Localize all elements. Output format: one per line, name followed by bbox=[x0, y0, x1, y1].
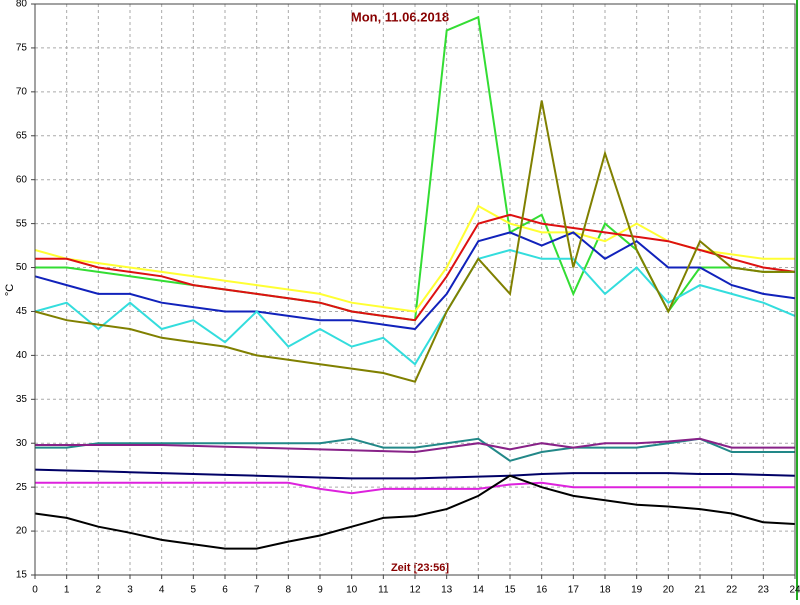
data-line bbox=[34, 468, 796, 480]
data-line bbox=[34, 231, 796, 331]
chart-title: Mon, 11.06.2018 bbox=[351, 9, 449, 24]
data-line bbox=[35, 481, 795, 495]
y-axis-label: °C bbox=[4, 284, 16, 296]
y-tick-label: 75 bbox=[16, 43, 28, 54]
data-line bbox=[34, 100, 795, 383]
y-tick-label: 25 bbox=[16, 482, 28, 493]
y-tick-label: 30 bbox=[16, 438, 28, 449]
x-tick-label: 20 bbox=[663, 585, 675, 596]
y-tick-label: 65 bbox=[16, 130, 28, 141]
y-tick-label: 20 bbox=[16, 526, 28, 537]
x-tick-label: 8 bbox=[286, 585, 292, 596]
y-tick-label: 35 bbox=[16, 394, 28, 405]
x-tick-label: 22 bbox=[726, 585, 738, 596]
x-tick-label: 1 bbox=[64, 585, 70, 596]
y-tick-label: 50 bbox=[16, 262, 28, 273]
y-tick-label: 45 bbox=[16, 306, 28, 317]
x-tick-label: 0 bbox=[32, 585, 38, 596]
y-tick-label: 55 bbox=[16, 218, 28, 229]
x-tick-label: 21 bbox=[694, 585, 706, 596]
data-line bbox=[35, 437, 795, 454]
data-line bbox=[34, 474, 796, 550]
data-line bbox=[35, 213, 796, 322]
x-axis-label: Zeit [23:56] bbox=[391, 562, 449, 574]
x-tick-label: 12 bbox=[409, 585, 421, 596]
x-tick-label: 4 bbox=[159, 585, 165, 596]
plot-frame bbox=[34, 3, 796, 576]
y-tick-label: 15 bbox=[16, 570, 28, 581]
x-tick-label: 15 bbox=[504, 585, 516, 596]
y-tick-label: 60 bbox=[16, 174, 28, 185]
x-tick-label: 10 bbox=[346, 585, 358, 596]
x-tick-label: 19 bbox=[631, 585, 643, 596]
x-tick-label: 3 bbox=[127, 585, 133, 596]
lines bbox=[34, 15, 796, 550]
x-tick-label: 16 bbox=[536, 585, 548, 596]
x-tick-label: 9 bbox=[317, 585, 323, 596]
x-tick-label: 24 bbox=[789, 585, 800, 596]
x-tick-label: 14 bbox=[473, 585, 485, 596]
x-tick-label: 18 bbox=[599, 585, 611, 596]
y-tick-label: 40 bbox=[16, 350, 28, 361]
y-tick-label: 70 bbox=[16, 86, 28, 97]
x-tick-label: 17 bbox=[568, 585, 580, 596]
data-line bbox=[35, 437, 795, 462]
x-tick-label: 7 bbox=[254, 585, 260, 596]
data-line bbox=[34, 248, 796, 366]
y-tick-label: 80 bbox=[16, 0, 28, 10]
x-tick-label: 6 bbox=[222, 585, 228, 596]
x-tick-label: 23 bbox=[758, 585, 770, 596]
x-tick-label: 11 bbox=[378, 585, 389, 596]
x-tick-label: 13 bbox=[441, 585, 453, 596]
x-tick-label: 2 bbox=[96, 585, 102, 596]
x-tick-label: 5 bbox=[191, 585, 197, 596]
